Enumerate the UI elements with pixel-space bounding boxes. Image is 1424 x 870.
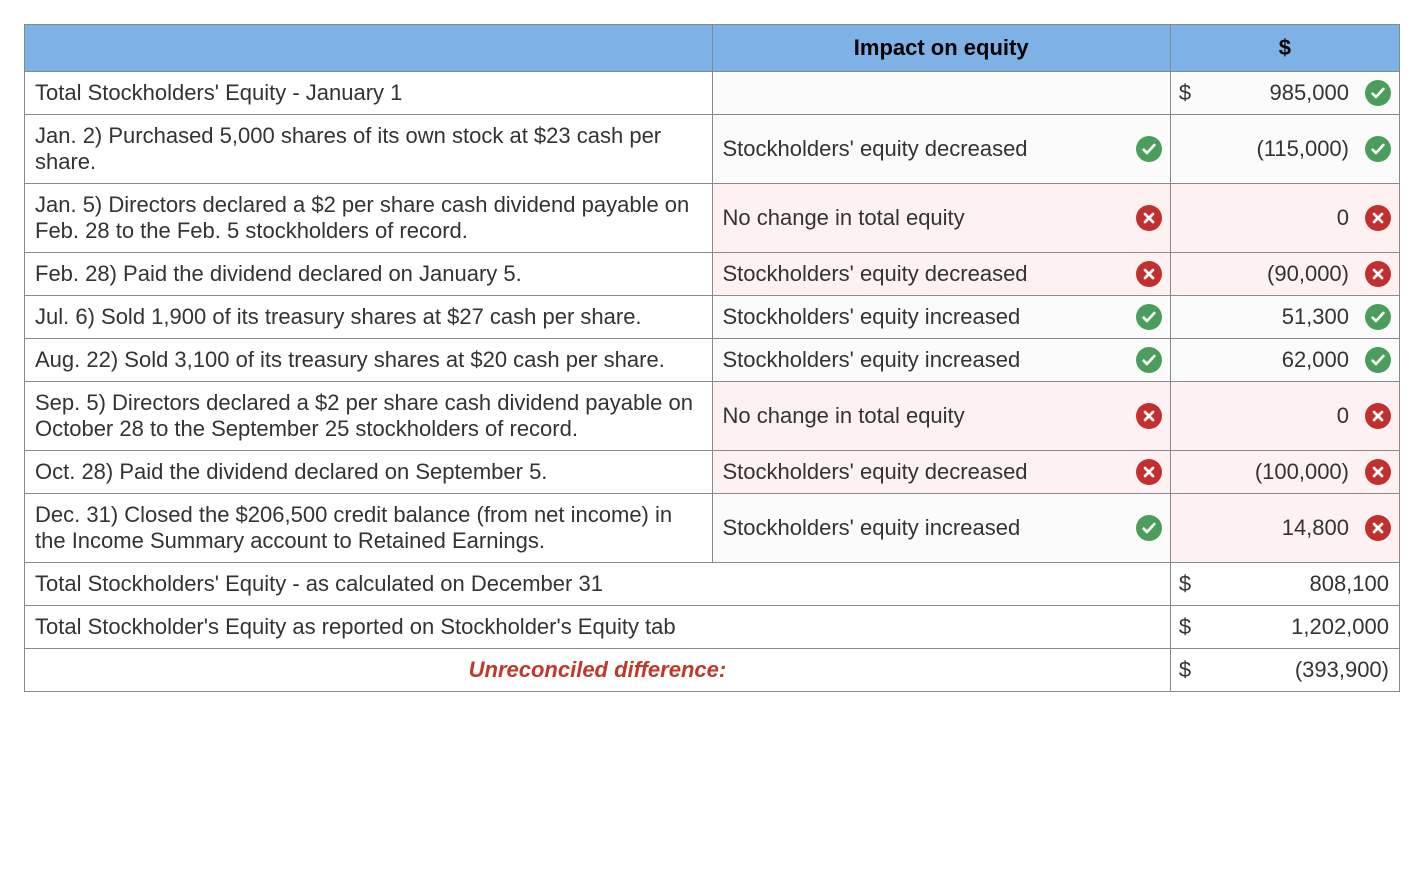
wrong-icon — [1136, 205, 1162, 231]
correct-icon — [1136, 304, 1162, 330]
impact-text: Stockholders' equity increased — [723, 347, 1021, 373]
equity-table: Impact on equity $ Total Stockholders' E… — [24, 24, 1400, 692]
wrong-icon — [1365, 459, 1391, 485]
amount-value: 808,100 — [1181, 571, 1389, 597]
correct-icon — [1365, 80, 1391, 106]
impact-cell[interactable]: Stockholders' equity decreased — [712, 451, 1170, 494]
correct-icon — [1136, 515, 1162, 541]
impact-text: Stockholders' equity decreased — [723, 459, 1028, 485]
footer-amount: $808,100 — [1170, 563, 1399, 606]
amount-cell[interactable]: (115,000) — [1170, 115, 1399, 184]
impact-text: Stockholders' equity decreased — [723, 136, 1028, 162]
desc-cell: Jan. 5) Directors declared a $2 per shar… — [25, 184, 713, 253]
table-row: Jan. 5) Directors declared a $2 per shar… — [25, 184, 1400, 253]
amount-value: (115,000) — [1181, 136, 1353, 162]
table-row: Sep. 5) Directors declared a $2 per shar… — [25, 382, 1400, 451]
impact-cell[interactable]: No change in total equity — [712, 382, 1170, 451]
amount-value: (100,000) — [1181, 459, 1353, 485]
header-desc — [25, 25, 713, 72]
impact-text: Stockholders' equity decreased — [723, 261, 1028, 287]
amount-value: 0 — [1181, 205, 1353, 231]
table-row: Jan. 2) Purchased 5,000 shares of its ow… — [25, 115, 1400, 184]
impact-text: No change in total equity — [723, 403, 965, 429]
footer-desc: Total Stockholders' Equity - as calculat… — [25, 563, 1171, 606]
desc-cell: Total Stockholders' Equity - January 1 — [25, 72, 713, 115]
table-row: Total Stockholders' Equity - January 1 $9… — [25, 72, 1400, 115]
header-impact: Impact on equity — [712, 25, 1170, 72]
table-row: Jul. 6) Sold 1,900 of its treasury share… — [25, 296, 1400, 339]
impact-text: Stockholders' equity increased — [723, 304, 1021, 330]
desc-cell: Oct. 28) Paid the dividend declared on S… — [25, 451, 713, 494]
amount-value: (393,900) — [1181, 657, 1389, 683]
currency-symbol: $ — [1179, 614, 1191, 640]
impact-cell[interactable]: Stockholders' equity decreased — [712, 115, 1170, 184]
amount-cell[interactable]: (90,000) — [1170, 253, 1399, 296]
desc-cell: Sep. 5) Directors declared a $2 per shar… — [25, 382, 713, 451]
wrong-icon — [1365, 261, 1391, 287]
footer-row: Total Stockholder's Equity as reported o… — [25, 606, 1400, 649]
amount-cell[interactable]: (100,000) — [1170, 451, 1399, 494]
wrong-icon — [1365, 403, 1391, 429]
footer-amount: $1,202,000 — [1170, 606, 1399, 649]
amount-value: 51,300 — [1181, 304, 1353, 330]
amount-cell[interactable]: 62,000 — [1170, 339, 1399, 382]
impact-cell — [712, 72, 1170, 115]
desc-cell: Aug. 22) Sold 3,100 of its treasury shar… — [25, 339, 713, 382]
wrong-icon — [1136, 261, 1162, 287]
table-row: Oct. 28) Paid the dividend declared on S… — [25, 451, 1400, 494]
amount-value: (90,000) — [1181, 261, 1353, 287]
correct-icon — [1365, 347, 1391, 373]
impact-text: No change in total equity — [723, 205, 965, 231]
footer-desc: Total Stockholder's Equity as reported o… — [25, 606, 1171, 649]
table-header-row: Impact on equity $ — [25, 25, 1400, 72]
desc-cell: Feb. 28) Paid the dividend declared on J… — [25, 253, 713, 296]
impact-text: Stockholders' equity increased — [723, 515, 1021, 541]
impact-cell[interactable]: Stockholders' equity increased — [712, 339, 1170, 382]
correct-icon — [1365, 304, 1391, 330]
footer-row: Total Stockholders' Equity - as calculat… — [25, 563, 1400, 606]
wrong-icon — [1136, 459, 1162, 485]
correct-icon — [1136, 136, 1162, 162]
wrong-icon — [1136, 403, 1162, 429]
currency-symbol: $ — [1179, 80, 1191, 106]
impact-cell[interactable]: Stockholders' equity increased — [712, 494, 1170, 563]
correct-icon — [1136, 347, 1162, 373]
amount-value: 62,000 — [1181, 347, 1353, 373]
header-amount: $ — [1170, 25, 1399, 72]
table-row: Aug. 22) Sold 3,100 of its treasury shar… — [25, 339, 1400, 382]
amount-value: 1,202,000 — [1181, 614, 1389, 640]
footer-amount: $(393,900) — [1170, 649, 1399, 692]
correct-icon — [1365, 136, 1391, 162]
impact-cell[interactable]: No change in total equity — [712, 184, 1170, 253]
table-row: Feb. 28) Paid the dividend declared on J… — [25, 253, 1400, 296]
amount-cell[interactable]: 14,800 — [1170, 494, 1399, 563]
amount-value: 0 — [1181, 403, 1353, 429]
desc-cell: Jan. 2) Purchased 5,000 shares of its ow… — [25, 115, 713, 184]
amount-value: 14,800 — [1181, 515, 1353, 541]
wrong-icon — [1365, 515, 1391, 541]
amount-cell[interactable]: 0 — [1170, 382, 1399, 451]
amount-cell[interactable]: $985,000 — [1170, 72, 1399, 115]
amount-cell[interactable]: 0 — [1170, 184, 1399, 253]
amount-value: 985,000 — [1181, 80, 1353, 106]
table-row: Dec. 31) Closed the $206,500 credit bala… — [25, 494, 1400, 563]
desc-cell: Jul. 6) Sold 1,900 of its treasury share… — [25, 296, 713, 339]
wrong-icon — [1365, 205, 1391, 231]
currency-symbol: $ — [1179, 571, 1191, 597]
impact-cell[interactable]: Stockholders' equity increased — [712, 296, 1170, 339]
desc-cell: Dec. 31) Closed the $206,500 credit bala… — [25, 494, 713, 563]
footer-desc: Unreconciled difference: — [25, 649, 1171, 692]
amount-cell[interactable]: 51,300 — [1170, 296, 1399, 339]
impact-cell[interactable]: Stockholders' equity decreased — [712, 253, 1170, 296]
currency-symbol: $ — [1179, 657, 1191, 683]
footer-row: Unreconciled difference:$(393,900) — [25, 649, 1400, 692]
